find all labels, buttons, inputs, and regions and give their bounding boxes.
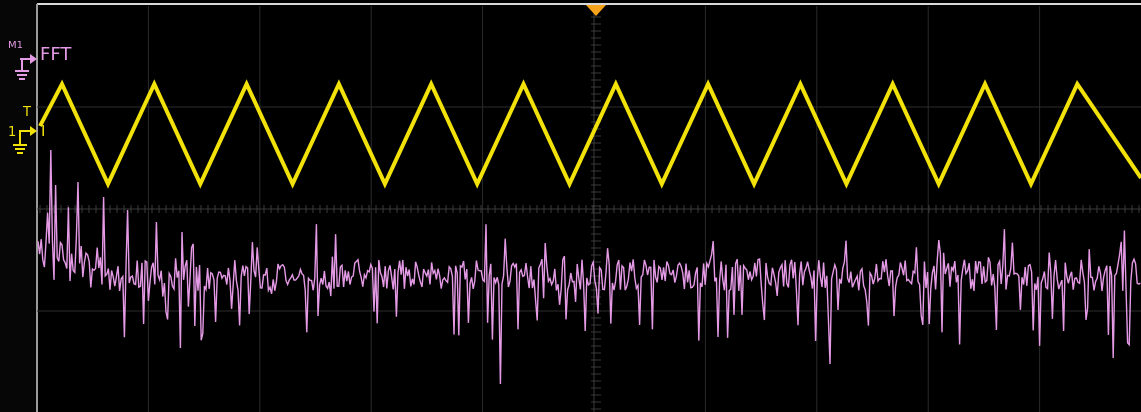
math-channel-tag: M1 xyxy=(8,40,23,51)
ch1-label[interactable]: I xyxy=(41,122,46,140)
ch1-tag: 1 xyxy=(8,125,17,140)
trigger-tag: T xyxy=(23,105,31,120)
math-channel-label[interactable]: FFT xyxy=(40,44,72,65)
ch1-triangle-trace xyxy=(38,79,1141,189)
fft-trace xyxy=(37,149,1141,385)
math-channel-ground-arrow-icon[interactable] xyxy=(15,54,37,80)
trigger-position-marker[interactable] xyxy=(586,5,606,16)
left-frame-edge xyxy=(0,0,37,412)
ch1-ground-arrow-icon[interactable] xyxy=(13,126,37,154)
